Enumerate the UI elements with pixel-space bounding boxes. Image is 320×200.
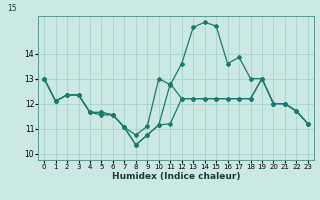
X-axis label: Humidex (Indice chaleur): Humidex (Indice chaleur)	[112, 172, 240, 181]
Text: 15: 15	[7, 4, 16, 13]
